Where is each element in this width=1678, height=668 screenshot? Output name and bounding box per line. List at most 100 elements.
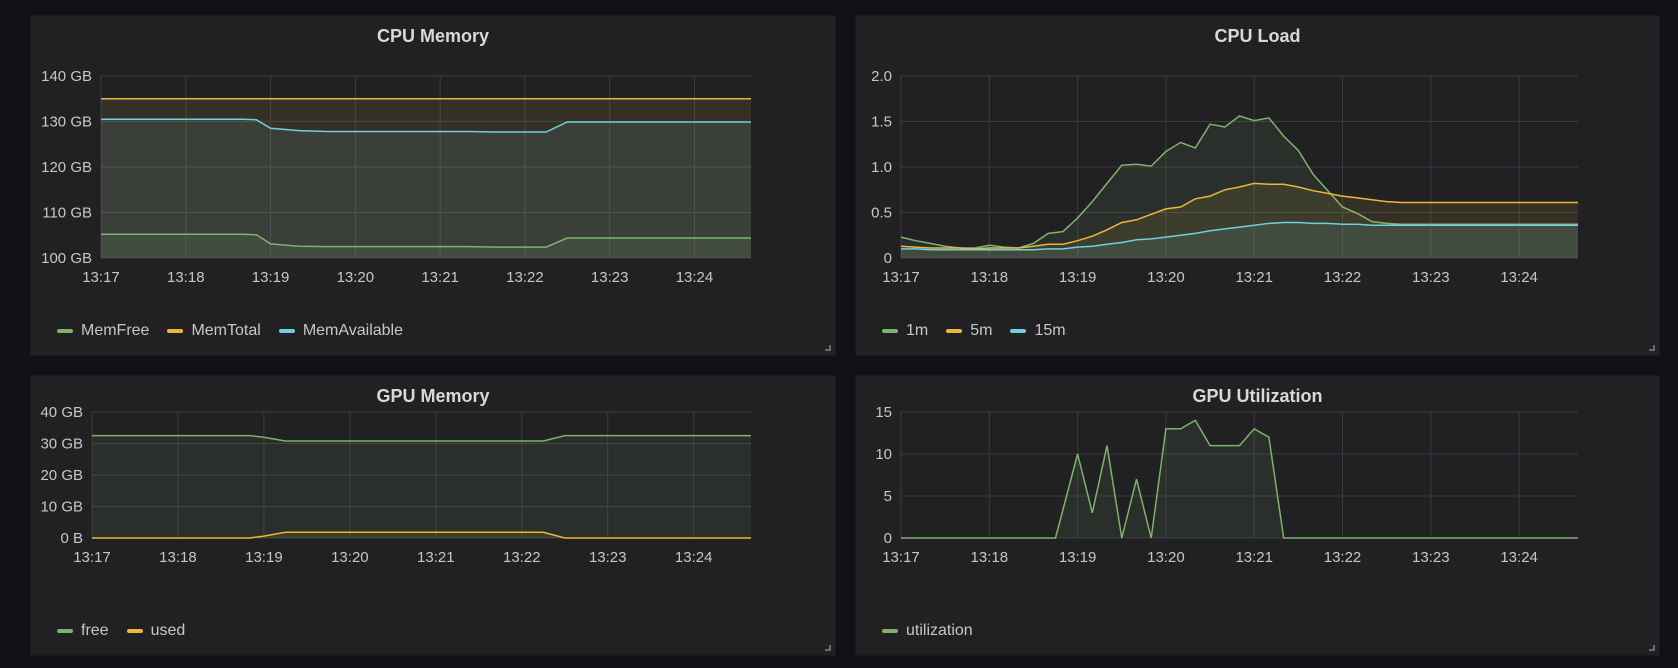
y-tick-label: 2.0 — [871, 68, 892, 85]
panel-title[interactable]: CPU Load — [1214, 26, 1301, 46]
y-tick-label: 0 B — [60, 530, 83, 547]
y-tick-label: 120 GB — [41, 159, 92, 176]
series-line-15m[interactable] — [901, 221, 1578, 251]
x-tick-label: 13:19 — [1059, 269, 1097, 286]
series-area-5m — [901, 183, 1578, 258]
legend-swatch — [882, 629, 898, 633]
series-area-free — [92, 435, 751, 538]
x-tick-label: 13:20 — [1147, 549, 1185, 566]
legend: free used — [57, 622, 185, 640]
grid — [900, 75, 1578, 259]
cpu-memory-panel: CPU Memory 100 GB 110 GB 120 GB 130 GB 140 G… — [30, 15, 836, 356]
legend-swatch — [126, 629, 143, 633]
x-tick-label: 13:24 — [675, 549, 713, 566]
legend-label: 15m — [1034, 322, 1066, 339]
y-tick-label: 20 GB — [40, 467, 83, 484]
y-tick-label: 0 — [884, 530, 892, 547]
y-tick-label: 0 — [884, 250, 892, 267]
series-group — [101, 98, 751, 258]
legend-item-memtotal[interactable]: MemTotal — [167, 322, 261, 340]
y-tick-label: 100 GB — [41, 250, 92, 267]
legend-item-memfree[interactable]: MemFree — [57, 322, 149, 340]
y-tick-label: 10 GB — [40, 499, 83, 516]
legend-swatch — [167, 329, 184, 333]
series-area-used — [92, 532, 751, 538]
x-tick-label: 13:19 — [252, 269, 290, 286]
y-tick-label: 140 GB — [41, 68, 92, 85]
panel-title[interactable]: CPU Memory — [376, 26, 490, 46]
x-tick-label: 13:23 — [591, 269, 629, 286]
resize-handle[interactable] — [825, 345, 831, 351]
legend: MemFree MemTotal MemAvailable — [57, 322, 403, 340]
series-line-used[interactable] — [92, 531, 751, 539]
x-tick-label: 13:18 — [971, 269, 1009, 286]
legend-label: 5m — [970, 322, 993, 339]
gpu-utilization-panel: GPU Utilization 0 5 10 15 13:17 13:18 13:19 13:… — [855, 375, 1660, 656]
series-area-MemAvailable — [101, 119, 751, 258]
y-tick-label: 5 — [884, 488, 892, 505]
gpu-memory-chart: 0 B 10 GB 20 GB 30 GB 40 GB 13:17 13:18 13:19 13… — [40, 404, 751, 566]
legend: 1m 5m 15m — [882, 322, 1066, 340]
series-area-MemTotal — [101, 98, 751, 258]
x-tick-label: 13:21 — [1235, 269, 1273, 286]
y-tick-label: 1.0 — [871, 159, 892, 176]
legend-label: MemFree — [81, 322, 150, 339]
x-tick-label: 13:24 — [676, 269, 714, 286]
legend-label: MemAvailable — [302, 322, 404, 339]
x-tick-label: 13:22 — [503, 549, 541, 566]
legend-item-1m[interactable]: 1m — [882, 322, 928, 340]
legend-item-memavailable[interactable]: MemAvailable — [278, 322, 404, 340]
y-tick-label: 0.5 — [871, 205, 892, 222]
cpu-load-panel: CPU Load 0 0.5 1.0 1.5 2.0 13:17 13:18 13:19 13:… — [855, 15, 1660, 356]
legend-swatch — [57, 629, 73, 633]
legend-item-5m[interactable]: 5m — [946, 322, 992, 340]
x-tick-label: 13:19 — [1059, 549, 1097, 566]
x-tick-label: 13:17 — [73, 549, 111, 566]
x-tick-label: 13:23 — [1412, 549, 1450, 566]
x-tick-label: 13:22 — [1324, 269, 1362, 286]
x-tick-label: 13:22 — [1324, 549, 1362, 566]
y-tick-label: 30 GB — [40, 436, 83, 453]
resize-handle[interactable] — [1649, 645, 1655, 651]
series-area-15m — [901, 222, 1578, 258]
x-tick-label: 13:17 — [882, 269, 920, 286]
x-tick-label: 13:17 — [82, 269, 120, 286]
legend-label: utilization — [906, 622, 973, 639]
series-line-MemAvailable[interactable] — [101, 118, 751, 133]
x-tick-label: 13:24 — [1500, 269, 1538, 286]
panel-title[interactable]: GPU Utilization — [1192, 386, 1323, 406]
panel-title[interactable]: GPU Memory — [376, 386, 490, 406]
x-tick-label: 13:20 — [337, 269, 375, 286]
x-tick-label: 13:20 — [1147, 269, 1185, 286]
x-tick-label: 13:20 — [331, 549, 369, 566]
legend-label: free — [81, 622, 109, 639]
resize-handle[interactable] — [825, 645, 831, 651]
resize-handle[interactable] — [1649, 345, 1655, 351]
x-tick-label: 13:18 — [167, 269, 205, 286]
legend-item-15m[interactable]: 15m — [1010, 322, 1066, 340]
legend-item-used[interactable]: used — [126, 622, 185, 640]
legend-item-utilization[interactable]: utilization — [882, 622, 973, 640]
series-group — [92, 434, 751, 539]
series-line-5m[interactable] — [900, 182, 1578, 250]
legend-swatch — [57, 329, 73, 333]
series-line-utilization[interactable] — [901, 419, 1578, 539]
y-tick-label: 110 GB — [42, 205, 92, 222]
x-tick-label: 13:24 — [1500, 549, 1538, 566]
series-group — [901, 419, 1578, 539]
x-tick-label: 13:17 — [882, 549, 920, 566]
gpu-memory-panel: GPU Memory 0 B 10 GB 20 GB 30 GB 40 GB 13:17 1… — [30, 375, 836, 656]
y-tick-label: 1.5 — [871, 114, 892, 131]
x-tick-label: 13:23 — [1412, 269, 1450, 286]
y-tick-label: 40 GB — [40, 404, 83, 421]
legend: utilization — [882, 622, 973, 640]
x-tick-label: 13:21 — [421, 269, 459, 286]
y-tick-label: 10 — [875, 446, 892, 463]
series-line-free[interactable] — [92, 434, 751, 442]
gpu-utilization-chart: 0 5 10 15 13:17 13:18 13:19 13:20 13:21 13:22 13:2… — [875, 404, 1578, 566]
cpu-memory-chart: 100 GB 110 GB 120 GB 130 GB 140 GB 13:17 13:18… — [41, 68, 751, 286]
legend-item-free[interactable]: free — [57, 622, 109, 640]
y-tick-label: 15 — [875, 404, 892, 421]
series-line-MemFree[interactable] — [101, 233, 751, 248]
